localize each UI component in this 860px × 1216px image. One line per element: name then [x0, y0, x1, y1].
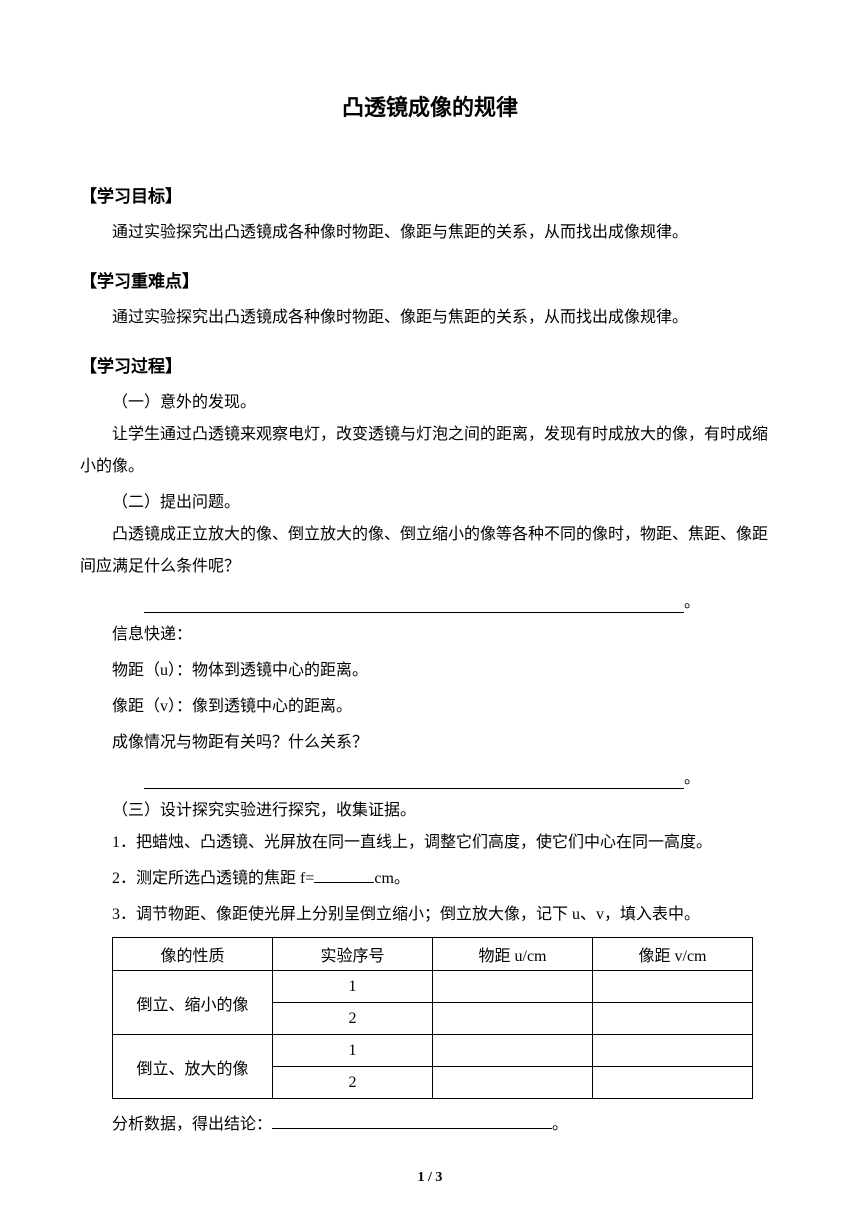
table-header-num: 实验序号 — [273, 938, 433, 971]
info-v: 像距（v）：像到透镜中心的距离。 — [112, 691, 780, 723]
table-header-v: 像距 v/cm — [593, 938, 753, 971]
difficulties-header: 【学习重难点】 — [80, 267, 780, 292]
item2-blank — [314, 867, 374, 883]
data-table: 像的性质 实验序号 物距 u/cm 像距 v/cm 倒立、缩小的像 1 2 倒立… — [112, 937, 753, 1099]
table-header-row: 像的性质 实验序号 物距 u/cm 像距 v/cm — [113, 938, 753, 971]
conclusion-post: 。 — [552, 1116, 568, 1133]
goals-header: 【学习目标】 — [80, 182, 780, 207]
goals-text: 通过实验探究出凸透镜成各种像时物距、像距与焦距的关系，从而找出成像规律。 — [80, 217, 780, 249]
table-cell-u — [433, 1067, 593, 1099]
item2-pre: 2．测定所选凸透镜的焦距 f= — [112, 870, 314, 887]
part2-label: （二）提出问题。 — [112, 487, 780, 519]
part1-text: 让学生通过凸透镜来观察电灯，改变透镜与灯泡之间的距离，发现有时成放大的像，有时成… — [80, 419, 780, 483]
info-question: 成像情况与物距有关吗？什么关系？ — [112, 727, 780, 759]
part3-item2: 2．测定所选凸透镜的焦距 f= cm。 — [112, 863, 780, 895]
table-cell-num: 1 — [273, 971, 433, 1003]
difficulties-text: 通过实验探究出凸透镜成各种像时物距、像距与焦距的关系，从而找出成像规律。 — [80, 302, 780, 334]
table-row: 倒立、缩小的像 1 — [113, 971, 753, 1003]
part2-text: 凸透镜成正立放大的像、倒立放大的像、倒立缩小的像等各种不同的像时，物距、焦距、像… — [80, 519, 780, 583]
page-footer: 1 / 3 — [0, 1170, 860, 1186]
blank-line-2-wrapper: 。 — [112, 763, 780, 795]
table-cell-u — [433, 1003, 593, 1035]
item2-post: cm。 — [374, 870, 410, 887]
part3-item3: 3．调节物距、像距使光屏上分别呈倒立缩小；倒立放大像，记下 u、v，填入表中。 — [112, 899, 780, 931]
table-cell-v — [593, 1035, 753, 1067]
conclusion-pre: 分析数据，得出结论： — [112, 1116, 272, 1133]
table-cell-num: 2 — [273, 1067, 433, 1099]
table-cell-property-1: 倒立、缩小的像 — [113, 971, 273, 1035]
info-title: 信息快递： — [112, 619, 780, 651]
table-header-u: 物距 u/cm — [433, 938, 593, 971]
blank-line-1 — [144, 593, 684, 613]
part1-label: （一）意外的发现。 — [112, 387, 780, 419]
table-row: 倒立、放大的像 1 — [113, 1035, 753, 1067]
table-cell-v — [593, 1003, 753, 1035]
part3-item1: 1．把蜡烛、凸透镜、光屏放在同一直线上，调整它们高度，使它们中心在同一高度。 — [112, 827, 780, 859]
info-u: 物距（u）：物体到透镜中心的距离。 — [112, 655, 780, 687]
table-header-property: 像的性质 — [113, 938, 273, 971]
table-cell-num: 1 — [273, 1035, 433, 1067]
part3-label: （三）设计探究实验进行探究，收集证据。 — [112, 795, 780, 827]
document-title: 凸透镜成像的规律 — [80, 90, 780, 122]
table-cell-v — [593, 971, 753, 1003]
process-header: 【学习过程】 — [80, 352, 780, 377]
table-cell-property-2: 倒立、放大的像 — [113, 1035, 273, 1099]
table-cell-v — [593, 1067, 753, 1099]
table-cell-num: 2 — [273, 1003, 433, 1035]
period-2: 。 — [684, 770, 700, 787]
blank-line-1-wrapper: 。 — [112, 587, 780, 619]
blank-line-2 — [144, 769, 684, 789]
period-1: 。 — [684, 594, 700, 611]
conclusion-blank — [272, 1113, 552, 1129]
table-cell-u — [433, 971, 593, 1003]
table-cell-u — [433, 1035, 593, 1067]
conclusion-line: 分析数据，得出结论： 。 — [112, 1109, 780, 1141]
